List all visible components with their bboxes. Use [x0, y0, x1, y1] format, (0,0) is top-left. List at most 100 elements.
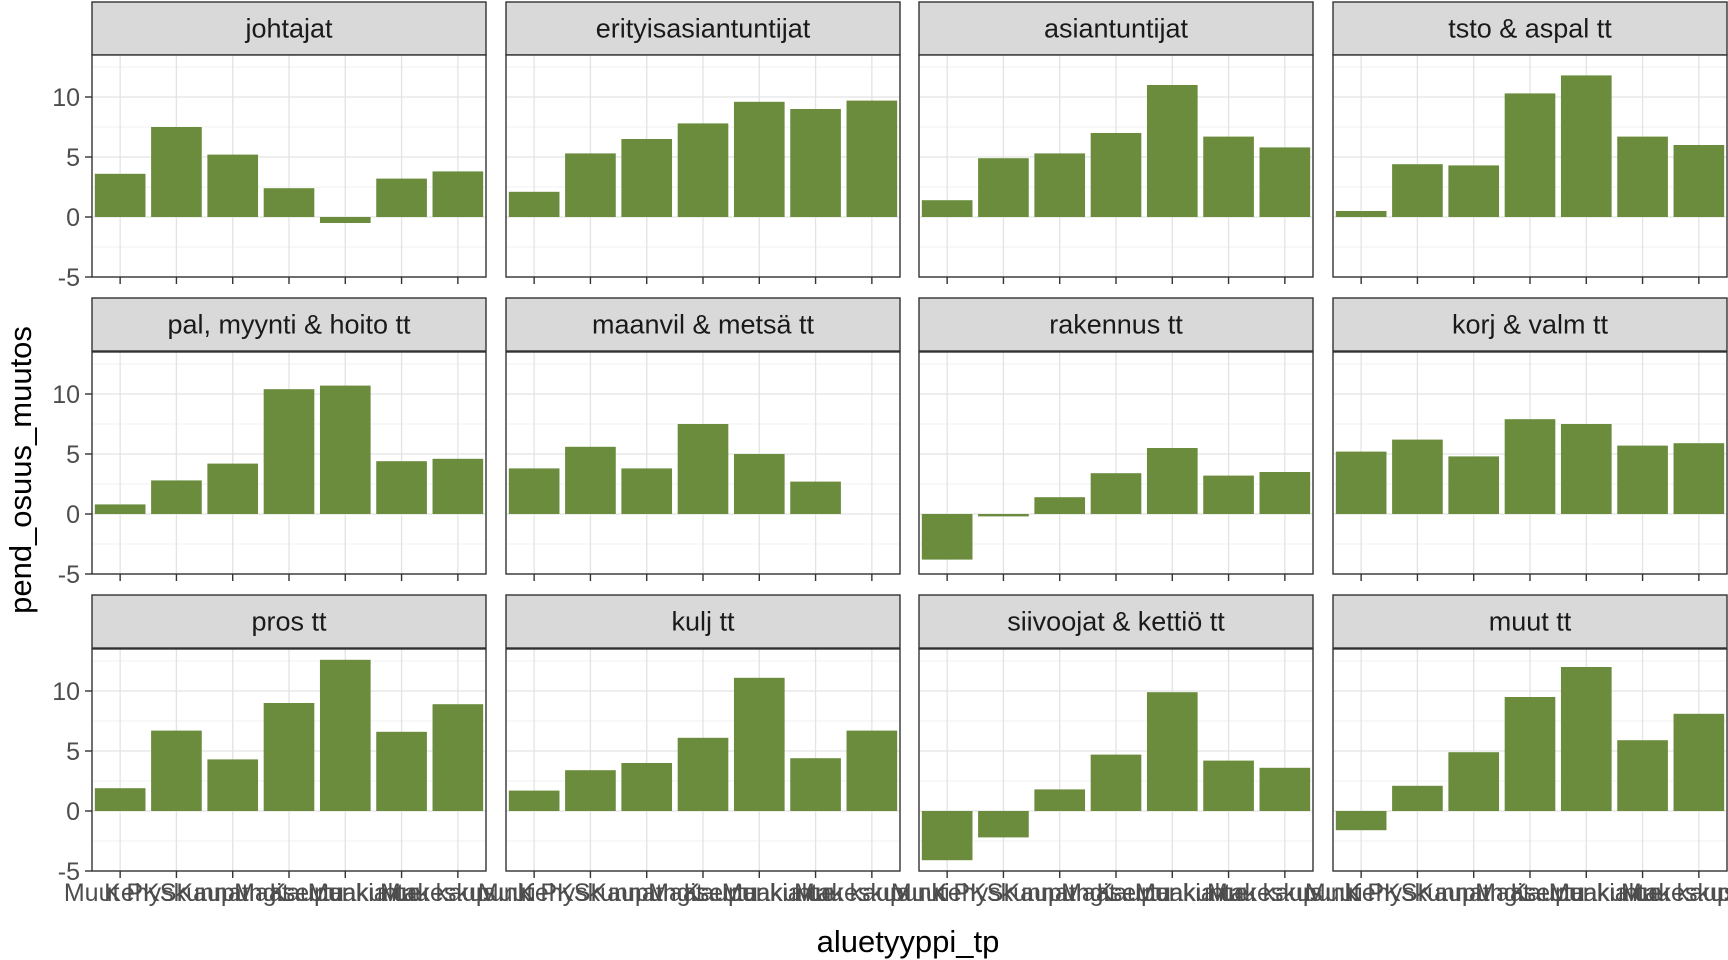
- y-tick-label: 0: [66, 204, 80, 232]
- x-axis-labels: Muut PKSKehyskunnatKaupungitMaaseutuKaup…: [64, 277, 1728, 907]
- bar: [846, 730, 898, 811]
- bar: [733, 677, 785, 811]
- bar: [1617, 445, 1668, 514]
- facet-strip-label: korj & valm tt: [1452, 310, 1609, 340]
- bar: [621, 468, 673, 514]
- bar: [1673, 145, 1725, 217]
- x-tick-label: Kaupungit: [1417, 879, 1530, 907]
- x-tick-label: Kehyskunnat: [104, 879, 249, 907]
- panels-layer: johtajat erityisasiantuntijat asiantuntija…: [91, 1, 1728, 872]
- x-tick-label: Kaupungit: [1003, 879, 1116, 907]
- x-tick-label: Kaupunkialue: [684, 879, 836, 907]
- bar: [790, 109, 841, 217]
- bar: [978, 514, 1029, 517]
- y-axis-title: pend_osuus_muutos: [3, 326, 38, 614]
- facet-strip: [1332, 594, 1728, 649]
- bar: [1090, 473, 1142, 514]
- y-tick-label: -5: [58, 561, 80, 589]
- bar: [1259, 767, 1311, 811]
- x-axis-title: aluetyyppi_tp: [817, 924, 1000, 959]
- bar: [1392, 164, 1443, 217]
- bar: [1673, 713, 1725, 811]
- y-tick-label: 10: [52, 381, 80, 409]
- bar: [1259, 147, 1311, 217]
- bar: [1203, 760, 1254, 811]
- bar: [733, 101, 785, 217]
- bar: [1504, 419, 1556, 514]
- facet-strip: [91, 1, 487, 56]
- bar: [432, 171, 484, 217]
- facet-strip: [505, 297, 901, 352]
- y-tick-label: 5: [66, 441, 80, 469]
- bar: [1203, 475, 1254, 514]
- bar: [1448, 456, 1500, 514]
- bar: [207, 463, 259, 514]
- bar: [1560, 667, 1612, 811]
- facet-strip: [918, 594, 1314, 649]
- bar: [1448, 752, 1500, 811]
- facet-panel: asiantuntijat: [918, 1, 1314, 278]
- bar: [1560, 424, 1612, 514]
- bar: [1090, 133, 1142, 217]
- y-axis-labels: -5 0 5 10 -5 0 5 10 -5 0 5 10: [52, 84, 92, 886]
- x-tick-label: Muu kaupunki: [1621, 879, 1728, 907]
- facet-strip-label: kulj tt: [671, 607, 735, 637]
- bar: [319, 385, 371, 514]
- bar: [508, 790, 560, 811]
- bar: [978, 158, 1029, 217]
- facet-strip: [91, 297, 487, 352]
- bar: [319, 659, 371, 811]
- y-tick-label: 0: [66, 798, 80, 826]
- facet-strip: [1332, 297, 1728, 352]
- bar: [921, 200, 973, 217]
- facet-strip-label: asiantuntijat: [1044, 14, 1189, 44]
- y-tick-label: 0: [66, 501, 80, 529]
- x-tick-label: Kehyskunnat: [518, 879, 663, 907]
- facet-panel: johtajat: [91, 1, 487, 278]
- x-tick-label: Muu kaupunki: [380, 879, 536, 907]
- bar: [1335, 811, 1387, 831]
- x-tick-label: Kehyskunnat: [1345, 879, 1490, 907]
- bar: [1090, 754, 1142, 811]
- bar: [1504, 93, 1556, 217]
- y-tick-label: 5: [66, 144, 80, 172]
- facet-strip-label: muut tt: [1489, 607, 1572, 637]
- bar: [94, 504, 146, 514]
- x-tick-label: Kehyskunnat: [931, 879, 1076, 907]
- facet-strip: [91, 594, 487, 649]
- bar: [1034, 789, 1086, 811]
- bar: [1448, 165, 1500, 217]
- bar: [978, 811, 1029, 838]
- bar: [1392, 439, 1443, 514]
- x-tick-label: Muut PKS: [891, 879, 1004, 907]
- x-tick-label: Muu kaupunki: [794, 879, 950, 907]
- bar: [151, 730, 202, 811]
- x-tick-label: Maaseutu: [1061, 879, 1171, 907]
- facet-panel: erityisasiantuntijat: [505, 1, 901, 278]
- facet-strip-label: erityisasiantuntijat: [596, 14, 811, 44]
- bar: [1335, 211, 1387, 217]
- bar: [1504, 697, 1556, 811]
- x-tick-label: Kaupunkialue: [270, 879, 422, 907]
- bar: [677, 737, 729, 811]
- x-tick-label: Maakuntakeskus: [1549, 879, 1728, 907]
- bar: [151, 127, 202, 217]
- bar: [151, 480, 202, 514]
- bar: [94, 788, 146, 811]
- facet-strip: [505, 1, 901, 56]
- y-tick-label: 10: [52, 84, 80, 112]
- bar: [921, 514, 973, 560]
- bar: [1392, 785, 1443, 811]
- bar: [1146, 692, 1198, 811]
- facet-strip: [1332, 1, 1728, 56]
- bar: [508, 468, 560, 514]
- x-tick-label: Kaupunkialue: [1097, 879, 1249, 907]
- bar: [432, 458, 484, 514]
- bar: [846, 100, 898, 217]
- y-tick-label: 10: [52, 678, 80, 706]
- x-tick-label: Maaseutu: [1475, 879, 1585, 907]
- bar: [319, 217, 371, 223]
- bar: [1617, 136, 1668, 217]
- facet-panel: maanvil & metsä tt: [505, 297, 901, 575]
